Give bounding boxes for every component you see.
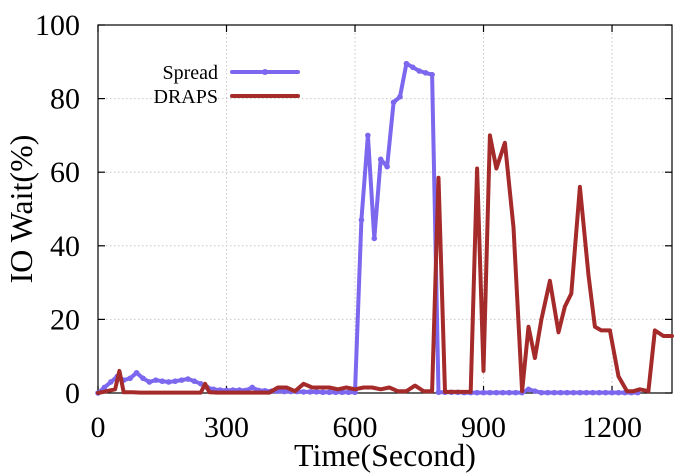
data-point-spread bbox=[410, 64, 416, 71]
x-axis-title: Time(Second) bbox=[294, 437, 476, 473]
x-tick-label: 300 bbox=[204, 411, 249, 444]
series-line-spread bbox=[96, 61, 640, 395]
data-point-spread bbox=[615, 389, 622, 396]
data-point-spread bbox=[133, 369, 140, 376]
y-tick-label: 0 bbox=[65, 377, 80, 410]
y-tick-label: 60 bbox=[50, 156, 80, 189]
data-point-spread bbox=[185, 376, 191, 382]
data-point-spread bbox=[313, 389, 320, 395]
y-tick-label: 20 bbox=[50, 303, 80, 336]
data-point-spread bbox=[172, 378, 178, 385]
grid-lines bbox=[98, 25, 672, 393]
data-point-spread bbox=[512, 389, 519, 396]
data-point-spread bbox=[390, 99, 397, 106]
data-point-spread bbox=[589, 389, 596, 396]
data-point-spread bbox=[365, 132, 371, 139]
data-point-spread bbox=[159, 378, 166, 385]
data-point-spread bbox=[397, 93, 403, 100]
data-point-spread bbox=[577, 389, 583, 396]
data-point-spread bbox=[339, 389, 345, 396]
y-tick-label: 100 bbox=[35, 9, 80, 42]
data-point-spread bbox=[307, 389, 313, 395]
data-point-spread bbox=[557, 389, 564, 396]
data-point-spread bbox=[551, 389, 558, 396]
axis-ticks: 0 300 600 900 1200 0 20 40 60 80 100 bbox=[35, 9, 672, 444]
data-point-spread bbox=[429, 71, 435, 78]
data-point-spread bbox=[570, 389, 577, 396]
x-tick-label: 900 bbox=[461, 411, 506, 444]
data-point-spread bbox=[281, 388, 288, 395]
data-point-spread bbox=[377, 156, 384, 163]
data-point-spread bbox=[191, 378, 198, 385]
data-point-spread bbox=[538, 389, 545, 396]
data-point-spread bbox=[165, 379, 172, 385]
x-tick-label: 0 bbox=[91, 411, 106, 444]
y-tick-label: 40 bbox=[50, 230, 80, 263]
data-point-spread bbox=[178, 377, 185, 383]
legend-label-draps: DRAPS bbox=[154, 86, 218, 108]
data-point-spread bbox=[384, 163, 390, 170]
y-axis-title: IO Wait(%) bbox=[3, 135, 39, 284]
data-point-spread bbox=[403, 60, 410, 67]
data-point-spread bbox=[583, 389, 590, 396]
data-point-spread bbox=[525, 386, 532, 393]
data-point-spread bbox=[499, 389, 506, 396]
data-point-spread bbox=[506, 389, 513, 396]
data-point-spread bbox=[596, 389, 602, 396]
data-point-spread bbox=[422, 70, 429, 76]
plot-frame bbox=[97, 24, 673, 394]
data-point-spread bbox=[544, 389, 551, 396]
legend-marker-spread bbox=[262, 69, 268, 75]
data-point-spread bbox=[602, 389, 609, 396]
data-point-spread bbox=[435, 389, 442, 396]
data-point-spread bbox=[487, 389, 493, 396]
data-point-spread bbox=[609, 389, 615, 396]
data-point-spread bbox=[532, 388, 538, 394]
data-point-spread bbox=[416, 68, 423, 74]
legend-label-spread: Spread bbox=[162, 62, 218, 84]
data-point-spread bbox=[300, 389, 307, 395]
data-point-spread bbox=[153, 377, 159, 383]
data-point-spread bbox=[320, 389, 326, 396]
x-tick-label: 600 bbox=[333, 411, 378, 444]
data-point-spread bbox=[345, 389, 352, 396]
y-tick-label: 80 bbox=[50, 83, 80, 116]
data-point-spread bbox=[108, 379, 114, 385]
data-point-spread bbox=[326, 389, 333, 396]
data-point-spread bbox=[493, 389, 500, 396]
data-point-spread bbox=[249, 384, 256, 391]
data-point-spread bbox=[101, 384, 108, 391]
data-point-spread bbox=[371, 235, 378, 242]
data-point-spread bbox=[127, 375, 133, 382]
data-point-spread bbox=[474, 389, 480, 396]
data-point-spread bbox=[146, 379, 153, 385]
data-point-spread bbox=[564, 389, 570, 396]
data-point-spread bbox=[140, 375, 146, 382]
data-point-spread bbox=[480, 389, 487, 396]
x-tick-label: 1200 bbox=[582, 411, 642, 444]
series-line-draps bbox=[96, 133, 674, 395]
series-layer bbox=[95, 60, 674, 396]
data-point-spread bbox=[358, 217, 365, 223]
